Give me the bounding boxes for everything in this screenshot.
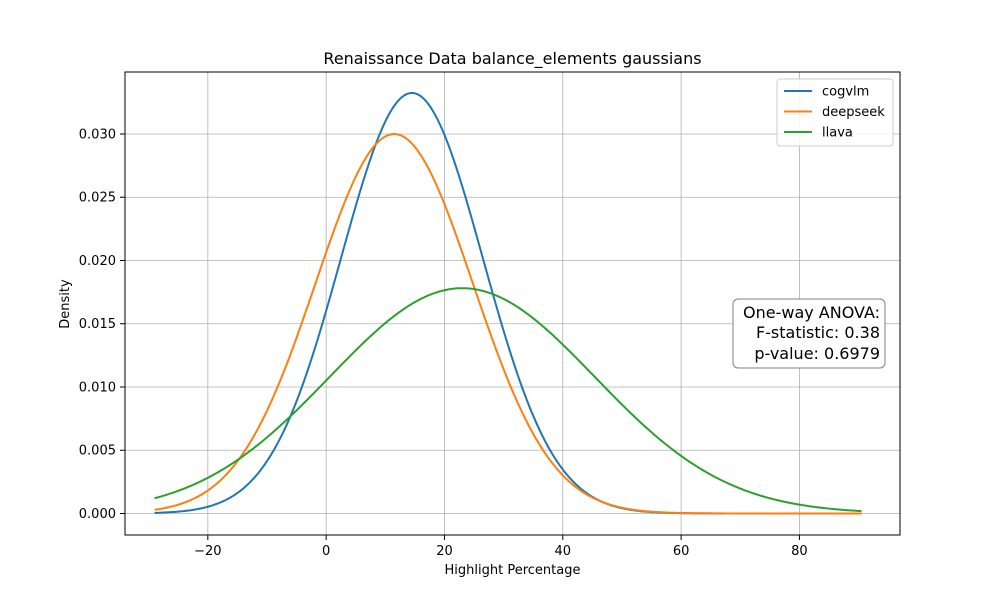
series-curves	[154, 91, 862, 515]
y-tick-label: 0.000	[79, 507, 116, 522]
x-tick-label: −20	[194, 544, 221, 559]
series-line-deepseek	[154, 133, 862, 515]
y-tick-label: 0.025	[79, 191, 116, 206]
y-tick-label: 0.030	[79, 127, 116, 142]
x-tick-label: 60	[673, 544, 690, 559]
y-tick-label: 0.020	[79, 254, 116, 269]
legend-frame	[776, 78, 894, 147]
y-axis: 0.000 0.005 0.010 0.015 0.020 0.025 0.030	[79, 127, 125, 522]
anova-p-value: p-value: 0.6979	[754, 344, 880, 363]
anova-annotation: One-way ANOVA: F-statistic: 0.38 p-value…	[732, 298, 886, 369]
series-line-llava	[154, 287, 862, 513]
chart-title: Renaissance Data balance_elements gaussi…	[323, 49, 701, 69]
y-tick-label: 0.010	[79, 380, 116, 395]
y-tick-label: 0.015	[79, 317, 116, 332]
plot-area-frame	[124, 71, 901, 536]
x-tick-label: 0	[322, 544, 330, 559]
legend-label-deepseek: deepseek	[822, 105, 885, 120]
x-tick-label: 40	[555, 544, 572, 559]
anova-title: One-way ANOVA:	[743, 303, 880, 322]
y-tick-label: 0.005	[79, 444, 116, 459]
x-axis: −20 0 20 40 60 80	[194, 535, 808, 559]
anova-box	[732, 298, 886, 369]
legend-label-cogvlm: cogvlm	[822, 85, 869, 100]
anova-f-statistic: F-statistic: 0.38	[756, 323, 880, 342]
x-tick-label: 20	[436, 544, 453, 559]
y-axis-label: Density	[58, 279, 73, 329]
x-tick-label: 80	[791, 544, 808, 559]
legend-label-llava: llava	[822, 126, 853, 141]
legend: cogvlm deepseek llava	[776, 78, 894, 147]
x-axis-label: Highlight Percentage	[445, 563, 581, 578]
